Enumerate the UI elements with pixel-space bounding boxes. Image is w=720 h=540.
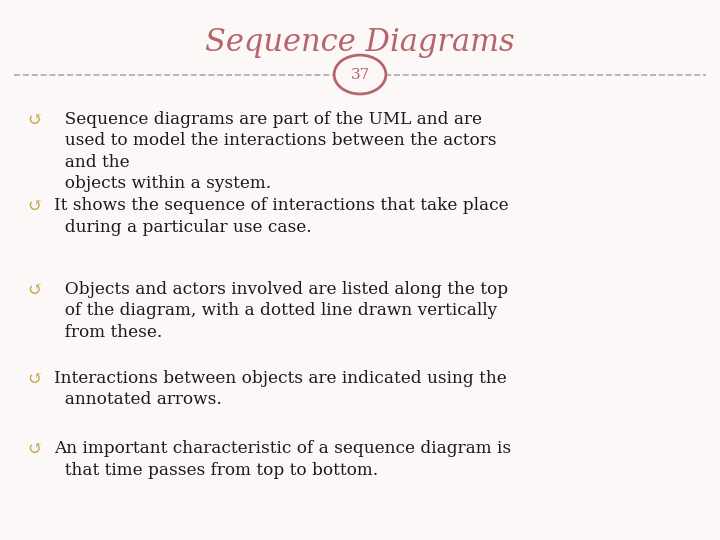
Text: 37: 37 — [351, 68, 369, 82]
Circle shape — [333, 54, 387, 95]
Text: Sequence diagrams are part of the UML and are
  used to model the interactions b: Sequence diagrams are part of the UML an… — [54, 111, 497, 192]
Text: ↺: ↺ — [27, 281, 42, 299]
Text: ↺: ↺ — [27, 111, 42, 129]
Text: An important characteristic of a sequence diagram is
  that time passes from top: An important characteristic of a sequenc… — [54, 440, 511, 478]
Text: ↺: ↺ — [27, 440, 42, 458]
Text: It shows the sequence of interactions that take place
  during a particular use : It shows the sequence of interactions th… — [54, 197, 508, 235]
Text: ↺: ↺ — [27, 370, 42, 388]
Text: Objects and actors involved are listed along the top
  of the diagram, with a do: Objects and actors involved are listed a… — [54, 281, 508, 341]
Text: Sequence Diagrams: Sequence Diagrams — [205, 27, 515, 58]
Text: ↺: ↺ — [27, 197, 42, 215]
Text: Interactions between objects are indicated using the
  annotated arrows.: Interactions between objects are indicat… — [54, 370, 507, 408]
